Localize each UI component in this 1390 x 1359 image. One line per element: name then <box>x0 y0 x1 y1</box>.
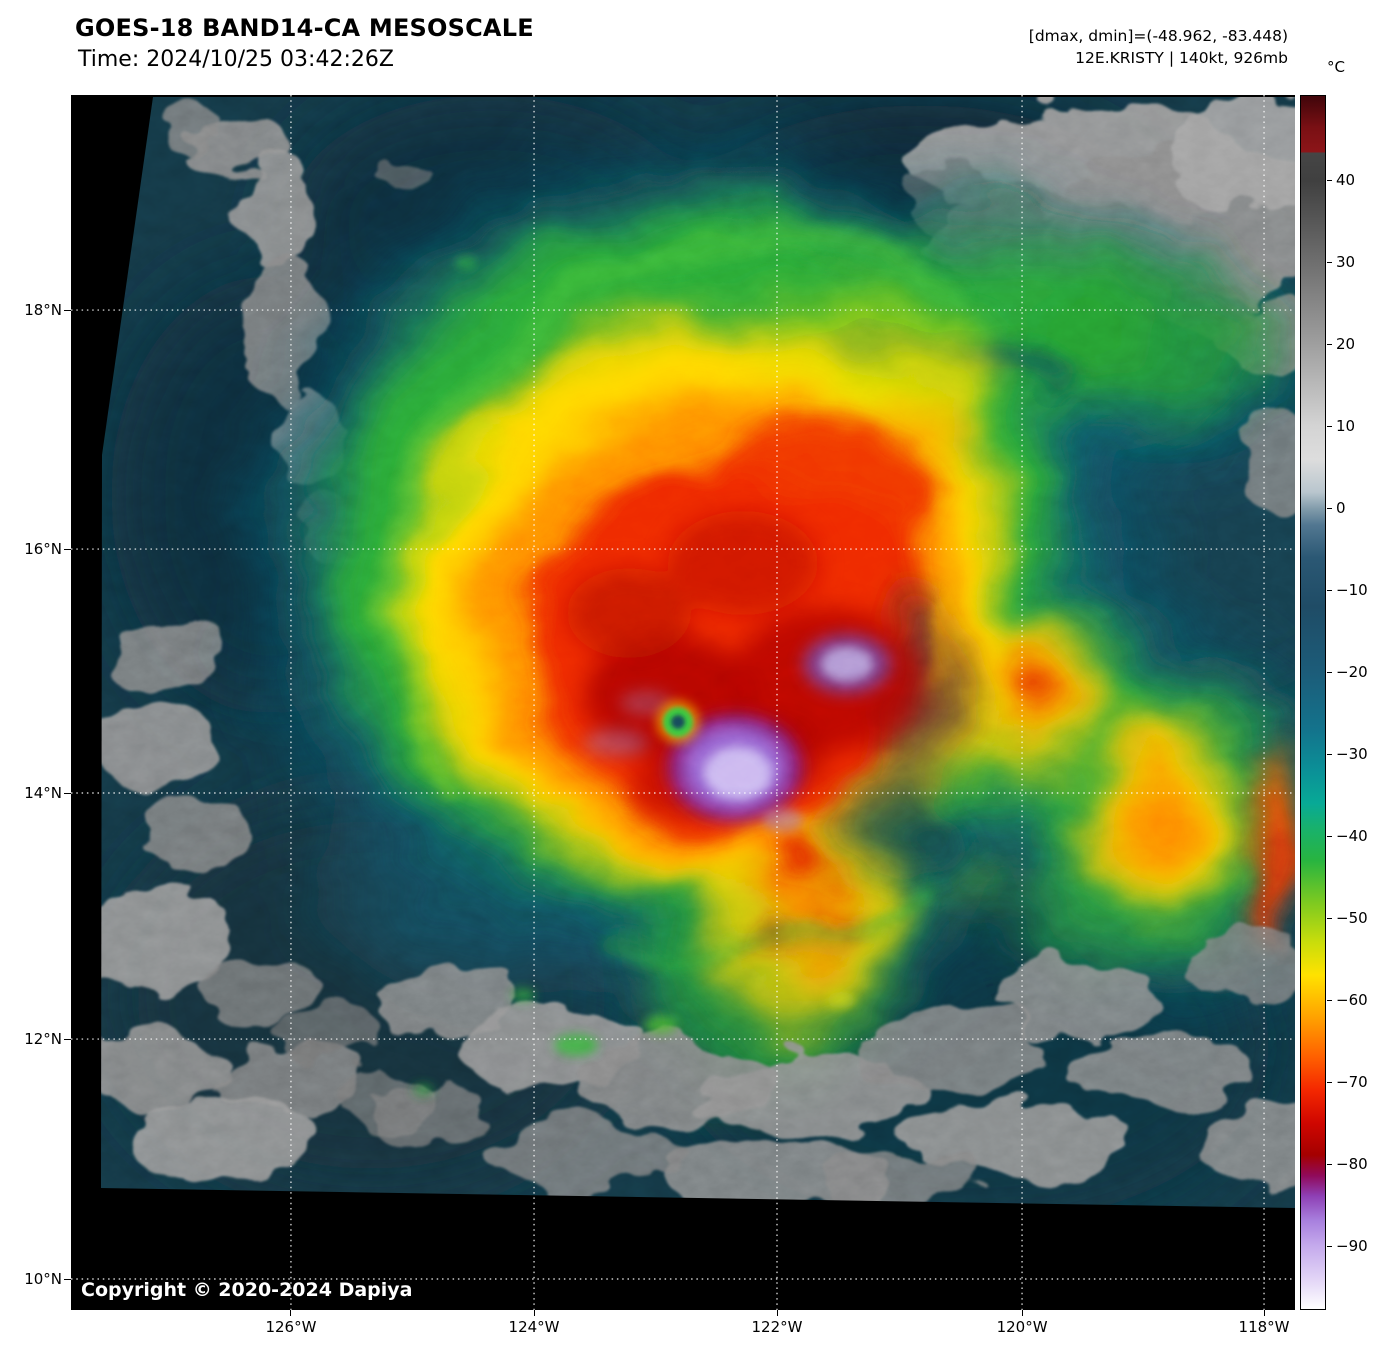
longitude-tick-label: 126°W <box>265 1318 317 1336</box>
colorbar-tick-label: −60 <box>1336 991 1368 1010</box>
longitude-tick-label: 122°W <box>751 1318 803 1336</box>
longitude-tick-mark <box>1021 1310 1023 1316</box>
colorbar-tick-mark <box>1327 261 1332 263</box>
colorbar-tick-mark <box>1327 753 1332 755</box>
colorbar-gradient <box>1301 96 1325 1309</box>
latitude-tick-mark <box>64 792 71 794</box>
latitude-tick-mark <box>64 309 71 311</box>
colorbar-tick-mark <box>1327 425 1332 427</box>
timestamp: Time: 2024/10/25 03:42:26Z <box>78 47 394 72</box>
latitude-tick-label: 18°N <box>24 301 62 320</box>
colorbar-tick-mark <box>1327 917 1332 919</box>
satellite-map: Copyright © 2020-2024 Dapiya <box>71 95 1295 1310</box>
latitude-tick-mark <box>64 1278 71 1280</box>
colorbar-tick-label: −30 <box>1336 745 1368 764</box>
colorbar-tick-mark <box>1327 671 1332 673</box>
colorbar-tick-label: 0 <box>1336 499 1346 518</box>
colorbar-tick-label: 20 <box>1336 335 1356 354</box>
satellite-image <box>71 95 1295 1310</box>
latitude-tick-label: 10°N <box>24 1270 62 1289</box>
longitude-tick-label: 118°W <box>1238 1318 1290 1336</box>
cloud-texture-overlay <box>101 97 1295 1208</box>
colorbar-unit-label: °C <box>1327 58 1345 76</box>
colorbar <box>1300 95 1326 1310</box>
colorbar-tick-mark <box>1327 343 1332 345</box>
longitude-tick-mark <box>533 1310 535 1316</box>
colorbar-tick-label: 10 <box>1336 417 1356 436</box>
colorbar-tick-label: −80 <box>1336 1155 1368 1174</box>
longitude-tick-mark <box>290 1310 292 1316</box>
latitude-tick-mark <box>64 548 71 550</box>
longitude-tick-mark <box>776 1310 778 1316</box>
longitude-tick-label: 120°W <box>996 1318 1048 1336</box>
colorbar-tick-label: −50 <box>1336 909 1368 928</box>
copyright-watermark: Copyright © 2020-2024 Dapiya <box>81 1279 413 1301</box>
colorbar-tick-mark <box>1327 507 1332 509</box>
colorbar-tick-mark <box>1327 589 1332 591</box>
dmax-dmin-readout: [dmax, dmin]=(-48.962, -83.448) <box>1028 27 1288 45</box>
longitude-tick-mark <box>1263 1310 1265 1316</box>
colorbar-tick-label: 30 <box>1336 253 1356 272</box>
colorbar-tick-label: −10 <box>1336 581 1368 600</box>
colorbar-tick-mark <box>1327 835 1332 837</box>
header-right: [dmax, dmin]=(-48.962, -83.448) 12E.KRIS… <box>1029 25 1288 69</box>
latitude-tick-label: 16°N <box>24 540 62 559</box>
graticule <box>71 95 1295 1310</box>
latitude-tick-label: 12°N <box>24 1030 62 1049</box>
latitude-tick-mark <box>64 1038 71 1040</box>
colorbar-tick-label: −20 <box>1336 663 1368 682</box>
colorbar-tick-mark <box>1327 1163 1332 1165</box>
page-title: GOES-18 BAND14-CA MESOSCALE <box>75 14 534 42</box>
colorbar-tick-label: −70 <box>1336 1073 1368 1092</box>
colorbar-tick-mark <box>1327 1245 1332 1247</box>
colorbar-tick-label: −90 <box>1336 1237 1368 1256</box>
storm-info: 12E.KRISTY | 140kt, 926mb <box>1075 49 1288 67</box>
colorbar-tick-label: 40 <box>1336 171 1356 190</box>
colorbar-tick-mark <box>1327 1081 1332 1083</box>
colorbar-tick-mark <box>1327 179 1332 181</box>
colorbar-tick-mark <box>1327 999 1332 1001</box>
colorbar-tick-label: −40 <box>1336 827 1368 846</box>
longitude-tick-label: 124°W <box>508 1318 560 1336</box>
latitude-tick-label: 14°N <box>24 784 62 803</box>
